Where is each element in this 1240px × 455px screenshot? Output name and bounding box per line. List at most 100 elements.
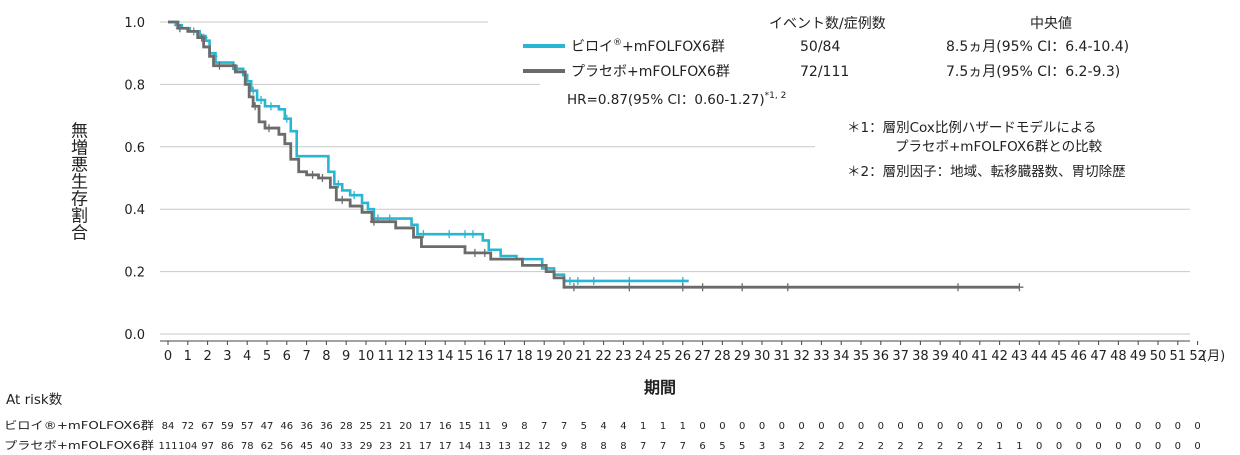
censor-mark-1-3: [251, 102, 260, 111]
x-tick-label-46: 46: [1071, 349, 1088, 364]
at-risk-value-1-34: 2: [838, 441, 844, 452]
x-tick-label-48: 48: [1110, 349, 1127, 364]
legend-header-median: 中央値: [1030, 16, 1072, 32]
censor-mark-1-6: [318, 174, 327, 182]
x-tick-label-5: 5: [263, 349, 271, 364]
censor-mark-1-14: [698, 283, 707, 292]
censor-mark-1-16: [783, 283, 792, 292]
at-risk-value-0-44: 0: [1036, 421, 1042, 432]
at-risk-value-1-24: 7: [640, 441, 646, 452]
at-risk-value-0-26: 1: [680, 421, 686, 432]
at-risk-value-1-32: 2: [798, 441, 804, 452]
at-risk-value-1-51: 0: [1175, 441, 1181, 452]
x-tick-label-47: 47: [1090, 349, 1107, 364]
at-risk-value-0-9: 28: [340, 421, 353, 432]
y-tick-labels: 0.0 0.2 0.4 0.6 0.8 1.0: [124, 16, 145, 343]
x-axis-label: 期間: [644, 378, 676, 397]
at-risk-value-1-35: 2: [858, 441, 864, 452]
at-risk-value-1-11: 23: [379, 441, 392, 452]
at-risk-value-1-45: 0: [1056, 441, 1062, 452]
censor-mark-1-9: [470, 248, 479, 257]
x-tick-label-23: 23: [615, 349, 632, 364]
legend: イベント数/症例数 中央値 ビロイ®+mFOLFOX6群 50/84 8.5ヵ月…: [523, 16, 1129, 80]
at-risk-value-0-12: 20: [399, 421, 412, 432]
x-tick-label-41: 41: [972, 349, 989, 364]
at-risk-value-0-7: 36: [300, 421, 313, 432]
at-risk-value-1-49: 0: [1135, 441, 1141, 452]
at-risk-value-0-45: 0: [1056, 421, 1062, 432]
censor-mark-0-14: [445, 230, 454, 239]
x-tick-label-39: 39: [932, 349, 949, 364]
x-tick-label-32: 32: [793, 349, 810, 364]
censor-mark-1-13: [678, 283, 687, 292]
x-tick-label-24: 24: [635, 349, 652, 364]
grid-lines: [160, 21, 1190, 335]
x-tick-label-16: 16: [477, 349, 494, 364]
censor-mark-1-0: [175, 24, 184, 33]
at-risk-value-0-13: 17: [419, 421, 432, 432]
at-risk-value-0-6: 46: [280, 421, 293, 432]
legend-series-biloy-rest: +mFOLFOX6群: [622, 39, 725, 55]
legend-series-biloy: ビロイ®+mFOLFOX6群: [571, 38, 725, 55]
censor-mark-1-11: [569, 283, 578, 292]
at-risk-value-0-21: 5: [581, 421, 587, 432]
hazard-ratio-sup: *1, 2: [765, 91, 787, 101]
at-risk-value-0-29: 0: [739, 421, 745, 432]
at-risk-value-1-29: 5: [739, 441, 745, 452]
x-tick-label-7: 7: [302, 349, 310, 364]
hazard-ratio-main: HR=0.87(95% CI：0.60-1.27): [567, 92, 765, 108]
at-risk-value-1-26: 7: [680, 441, 686, 452]
at-risk-value-0-49: 0: [1135, 421, 1141, 432]
at-risk-value-0-31: 0: [779, 421, 785, 432]
censor-mark-0-10: [350, 191, 359, 200]
at-risk-value-1-50: 0: [1155, 441, 1161, 452]
x-tick-label-25: 25: [655, 349, 672, 364]
x-tick-label-52: 52: [1189, 349, 1206, 364]
x-tick-label-9: 9: [342, 349, 350, 364]
x-tick-label-19: 19: [536, 349, 553, 364]
at-risk-value-0-30: 0: [759, 421, 765, 432]
censor-mark-1-17: [954, 283, 963, 292]
at-risk-value-0-38: 0: [917, 421, 923, 432]
at-risk-value-1-14: 17: [439, 441, 452, 452]
at-risk-value-1-17: 13: [498, 441, 511, 452]
at-risk-value-0-25: 1: [660, 421, 666, 432]
at-risk-value-0-16: 11: [478, 421, 491, 432]
at-risk-value-1-5: 62: [261, 441, 274, 452]
at-risk-value-0-35: 0: [858, 421, 864, 432]
at-risk-value-0-17: 9: [501, 421, 507, 432]
at-risk-value-0-11: 21: [379, 421, 392, 432]
censor-mark-1-1: [197, 33, 206, 42]
at-risk-value-1-42: 1: [996, 441, 1002, 452]
x-tick-label-49: 49: [1130, 349, 1147, 364]
at-risk-value-1-25: 7: [660, 441, 666, 452]
censor-mark-1-4: [264, 124, 273, 133]
x-tick-label-38: 38: [912, 349, 929, 364]
at-risk-value-1-33: 2: [818, 441, 824, 452]
at-risk-value-0-4: 57: [241, 421, 254, 432]
at-risk-value-0-23: 4: [620, 421, 626, 432]
x-tick-label-37: 37: [892, 349, 909, 364]
at-risk-value-0-43: 0: [1016, 421, 1022, 432]
at-risk-value-0-3: 59: [221, 421, 234, 432]
x-tick-label-18: 18: [516, 349, 533, 364]
at-risk-value-0-22: 4: [600, 421, 606, 432]
legend-series-placebo: プラセボ+mFOLFOX6群: [571, 64, 730, 80]
at-risk-value-1-47: 0: [1095, 441, 1101, 452]
at-risk-value-1-21: 8: [581, 441, 587, 452]
legend-header-events: イベント数/症例数: [769, 16, 886, 32]
at-risk-value-1-7: 45: [300, 441, 313, 452]
at-risk-value-1-40: 2: [957, 441, 963, 452]
at-risk-label-biloy: ビロイ®+mFOLFOX6群: [4, 418, 154, 432]
x-tick-label-4: 4: [243, 349, 251, 364]
at-risk-values: 84 72 67 59 57 47 46 36 36 28 25 21 20 17 16 15 11 9 8 7 7 5 4…: [158, 421, 1200, 452]
y-tick-label-0.6: 0.6: [124, 141, 145, 156]
x-tick-label-22: 22: [595, 349, 612, 364]
at-risk-value-0-40: 0: [957, 421, 963, 432]
x-tick-label-51: 51: [1170, 349, 1187, 364]
x-tick-label-40: 40: [952, 349, 969, 364]
at-risk-value-1-44: 0: [1036, 441, 1042, 452]
at-risk-value-0-19: 7: [541, 421, 547, 432]
x-unit-label: (月): [1202, 349, 1225, 364]
